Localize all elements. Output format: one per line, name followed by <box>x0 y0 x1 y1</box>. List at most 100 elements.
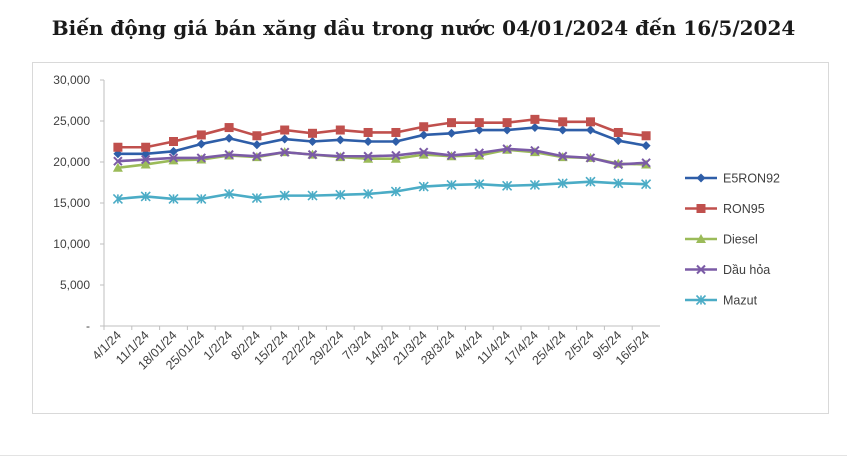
data-point-1-17 <box>586 117 595 127</box>
data-point-4-13 <box>474 179 485 190</box>
data-point-3-12 <box>446 150 457 161</box>
legend-label: E5RON92 <box>723 172 780 186</box>
data-point-1-13 <box>474 118 484 128</box>
data-point-0-2 <box>169 146 178 156</box>
data-point-4-16 <box>557 178 568 189</box>
legend-label: Diesel <box>723 233 758 247</box>
series-line-0 <box>117 126 647 156</box>
data-point-3-13 <box>474 148 485 158</box>
legend-label: Dầu hỏa <box>723 263 770 277</box>
data-point-4-9 <box>363 188 374 200</box>
data-point-3-8 <box>335 151 346 161</box>
y-tick-label: 15,000 <box>53 196 90 210</box>
data-point-4-6 <box>279 190 290 201</box>
series-line-1 <box>117 118 647 149</box>
data-point-1-10 <box>391 127 401 137</box>
data-point-4-12 <box>446 179 457 191</box>
data-point-0-8 <box>335 135 345 145</box>
data-point-4-3 <box>196 193 207 204</box>
data-point-1-0 <box>113 142 123 152</box>
data-point-3-4-stroke <box>224 149 234 160</box>
chart-title: Biến động giá bán xăng dầu trong nước 04… <box>51 16 796 40</box>
data-point-3-15-stroke <box>530 145 540 156</box>
legend-marker-3-stroke <box>696 264 706 275</box>
data-point-1-8 <box>335 125 345 135</box>
data-point-3-7-stroke <box>307 149 318 160</box>
data-point-2-1 <box>140 159 151 169</box>
series-line-3 <box>117 147 647 166</box>
data-point-3-19 <box>641 158 651 168</box>
plot-frame <box>32 62 829 414</box>
data-point-0-3 <box>196 139 206 149</box>
data-point-3-0-stroke <box>113 156 123 166</box>
data-point-3-2 <box>168 153 179 163</box>
data-point-0-10 <box>391 137 401 146</box>
data-point-1-2 <box>169 137 178 146</box>
data-point-4-15 <box>529 179 540 191</box>
y-tick-label: 20,000 <box>53 155 90 169</box>
data-point-4-18 <box>613 178 624 189</box>
data-point-3-11 <box>418 147 429 157</box>
y-tick-label: 30,000 <box>53 73 90 87</box>
legend-marker-1 <box>696 204 706 213</box>
data-point-0-17 <box>586 125 595 135</box>
data-point-0-12 <box>447 128 456 138</box>
data-point-1-5 <box>252 131 262 141</box>
data-point-3-7 <box>307 149 318 160</box>
bottom-divider <box>0 455 847 456</box>
data-point-0-11 <box>419 130 429 140</box>
data-point-2-13 <box>474 150 485 160</box>
data-point-3-9 <box>363 151 373 161</box>
data-point-3-3-stroke <box>196 153 207 163</box>
data-point-0-16 <box>558 125 568 135</box>
data-point-1-11 <box>419 122 429 132</box>
data-point-3-4 <box>224 149 234 160</box>
data-point-4-4 <box>224 188 235 200</box>
data-point-3-17-stroke <box>585 153 596 163</box>
data-point-4-19 <box>641 179 652 190</box>
data-point-0-15 <box>530 123 540 133</box>
data-point-3-8-stroke <box>335 151 346 161</box>
data-point-1-1 <box>141 142 151 152</box>
data-point-3-11-stroke <box>418 147 429 157</box>
y-tick-label: 5,000 <box>60 278 90 292</box>
data-point-0-4 <box>224 133 234 143</box>
data-point-0-9 <box>363 137 373 146</box>
data-point-4-8 <box>335 189 346 200</box>
data-point-1-3 <box>196 130 206 140</box>
x-tick-label: 2/5/24 <box>562 328 597 363</box>
series-line-4 <box>117 180 647 201</box>
data-point-3-13-stroke <box>474 148 485 158</box>
legend-marker-3 <box>696 264 706 275</box>
data-point-3-18 <box>613 159 624 170</box>
data-point-1-14 <box>502 118 512 128</box>
data-point-2-0 <box>112 162 123 172</box>
data-point-2-9 <box>363 153 374 163</box>
data-point-1-18 <box>613 127 623 137</box>
data-point-3-3 <box>196 153 207 163</box>
data-point-4-5 <box>251 193 262 204</box>
data-point-3-9-stroke <box>363 151 373 161</box>
data-point-0-18 <box>613 136 623 146</box>
x-tick-label: 1/2/24 <box>201 328 236 363</box>
data-point-2-2 <box>168 155 179 165</box>
data-point-1-19 <box>641 131 651 141</box>
data-point-3-10 <box>391 150 401 161</box>
data-point-4-11 <box>418 181 429 192</box>
data-point-1-6 <box>280 125 290 135</box>
data-point-4-7 <box>307 190 318 201</box>
data-point-3-17 <box>585 153 596 163</box>
data-point-0-14 <box>502 125 512 135</box>
data-point-1-15 <box>530 114 540 124</box>
y-tick-label: 25,000 <box>53 114 90 128</box>
data-point-4-14 <box>502 180 513 191</box>
data-point-1-9 <box>363 127 373 137</box>
legend-label: Mazut <box>723 294 758 308</box>
data-point-3-10-stroke <box>391 150 401 161</box>
data-point-3-0 <box>113 156 123 166</box>
data-point-1-7 <box>308 128 317 138</box>
data-point-4-2 <box>168 193 179 204</box>
data-point-3-16-stroke <box>557 151 568 161</box>
